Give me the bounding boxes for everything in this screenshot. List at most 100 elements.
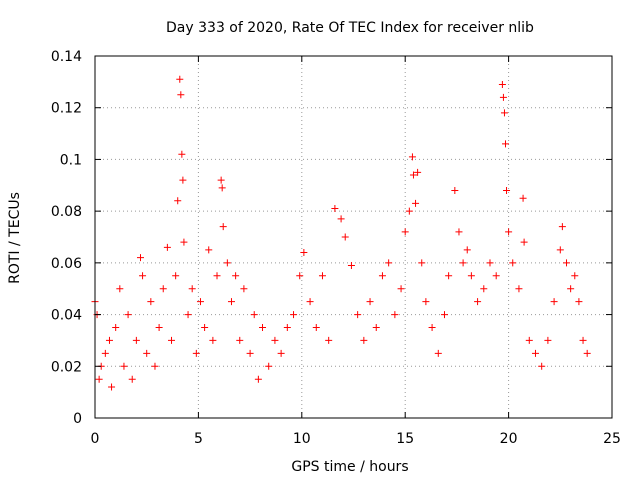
data-point	[515, 285, 523, 293]
data-point	[180, 238, 188, 246]
x-tick-label: 25	[603, 431, 621, 447]
data-point	[428, 324, 436, 331]
data-point	[509, 259, 517, 267]
data-point	[567, 285, 575, 293]
data-point	[312, 324, 320, 331]
data-point	[128, 375, 136, 383]
data-point	[397, 285, 405, 293]
data-point	[218, 184, 226, 192]
data-point	[196, 298, 204, 306]
data-point	[341, 233, 349, 241]
data-point	[550, 298, 558, 306]
data-point	[300, 249, 308, 257]
x-tick-label: 15	[396, 431, 414, 447]
data-point	[459, 259, 467, 267]
data-point	[467, 272, 475, 280]
data-point	[232, 272, 240, 280]
data-point	[571, 272, 579, 280]
y-tick-label: 0.04	[51, 308, 82, 324]
plot-border	[94, 55, 613, 419]
data-point	[277, 349, 285, 357]
data-point	[520, 238, 528, 246]
x-axis-label: GPS time / hours	[291, 459, 408, 475]
data-point	[174, 197, 182, 205]
data-point	[498, 80, 506, 88]
data-point	[563, 259, 571, 267]
data-point	[500, 109, 508, 117]
data-point	[474, 298, 482, 306]
data-point	[254, 375, 262, 383]
data-point	[184, 311, 192, 319]
data-point	[501, 140, 509, 148]
data-point	[366, 298, 374, 306]
data-point	[414, 168, 422, 176]
data-point	[95, 375, 103, 383]
data-point	[163, 243, 171, 251]
data-point	[538, 362, 546, 370]
data-point	[418, 259, 426, 267]
data-point	[296, 272, 304, 280]
data-point	[499, 93, 507, 101]
data-point	[101, 349, 109, 357]
data-point	[246, 349, 254, 357]
grid-layer	[95, 56, 612, 418]
data-point	[354, 311, 362, 319]
data-point	[408, 153, 416, 161]
data-point	[412, 199, 420, 207]
y-tick-label: 0	[73, 411, 82, 427]
data-point	[325, 336, 333, 344]
data-point	[192, 349, 200, 357]
data-point	[209, 336, 217, 344]
data-point	[337, 215, 345, 223]
data-point	[445, 272, 453, 280]
data-point	[440, 311, 448, 319]
data-point	[451, 186, 459, 194]
data-point	[525, 336, 533, 344]
x-tick-label: 5	[194, 431, 203, 447]
data-point	[159, 285, 167, 293]
data-point	[147, 298, 155, 306]
data-point	[217, 176, 225, 184]
data-point	[223, 259, 231, 267]
data-point	[347, 261, 355, 269]
y-axis-label: ROTI / TECUs	[7, 192, 23, 284]
data-point	[151, 362, 159, 370]
data-point	[177, 91, 185, 99]
data-point	[519, 194, 527, 202]
data-point	[201, 324, 209, 331]
data-point	[434, 349, 442, 357]
data-point	[143, 349, 151, 357]
data-point	[139, 272, 147, 280]
data-point	[178, 150, 186, 158]
data-point	[331, 205, 339, 213]
data-point	[575, 298, 583, 306]
y-tick-label: 0.12	[51, 101, 82, 117]
y-tick-label: 0.02	[51, 359, 82, 375]
data-point	[385, 259, 393, 267]
y-tick-label: 0.1	[60, 152, 82, 168]
data-point	[405, 207, 413, 215]
data-point	[318, 272, 326, 280]
data-point	[422, 298, 430, 306]
data-point	[480, 285, 488, 293]
points-layer	[91, 75, 591, 391]
data-point	[378, 272, 386, 280]
data-point	[583, 349, 591, 357]
data-point	[172, 272, 180, 280]
data-point	[227, 298, 235, 306]
data-point	[124, 311, 132, 319]
data-point	[105, 336, 113, 344]
data-point	[391, 311, 399, 319]
data-point	[486, 259, 494, 267]
data-point	[409, 171, 417, 179]
data-point	[283, 324, 291, 331]
data-point	[116, 285, 124, 293]
data-point	[455, 228, 463, 236]
data-point	[259, 324, 267, 331]
data-point	[579, 336, 587, 344]
data-point	[271, 336, 279, 344]
data-point	[219, 223, 227, 231]
data-point	[136, 254, 144, 262]
data-point	[188, 285, 196, 293]
